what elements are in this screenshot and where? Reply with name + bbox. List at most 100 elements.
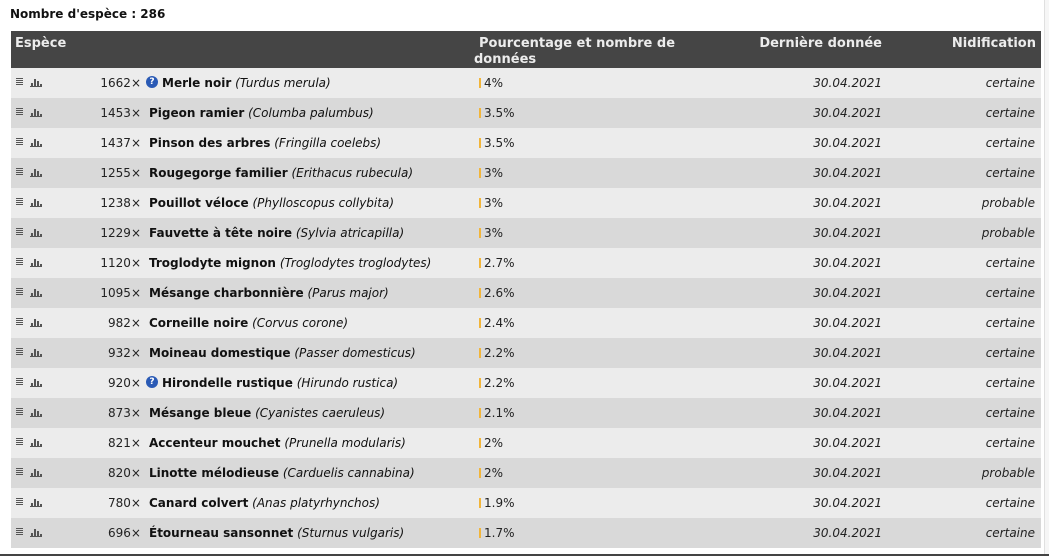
table-row[interactable]: 920×? Hirondelle rustique (Hirundo rustic… — [11, 368, 1041, 398]
record-count: 780× — [108, 496, 141, 510]
percentage-value: 3.5% — [484, 106, 515, 120]
species-scientific-name: (Sylvia atricapilla) — [295, 226, 405, 240]
percentage-value: 2.7% — [484, 256, 515, 270]
list-icon[interactable] — [16, 138, 23, 146]
list-icon[interactable] — [16, 438, 23, 446]
column-header-last-record[interactable]: Dernière donnée — [759, 36, 882, 51]
table-row[interactable]: 1255× Rougegorge familier (Erithacus rube… — [11, 158, 1041, 188]
last-record-date: 30.04.2021 — [813, 376, 882, 390]
table-row[interactable]: 780× Canard colvert (Anas platyrhynchos) 1… — [11, 488, 1041, 518]
percentage-bar — [479, 468, 481, 478]
bar-chart-icon[interactable] — [30, 167, 42, 177]
scrollbar-edge[interactable] — [1044, 0, 1049, 556]
table-row[interactable]: 696× Étourneau sansonnet (Sturnus vulgari… — [11, 518, 1041, 548]
list-icon[interactable] — [16, 198, 23, 206]
nesting-status: certaine — [985, 346, 1035, 360]
species-scientific-name: (Columba palumbus) — [248, 106, 374, 120]
record-count: 920× — [108, 376, 141, 390]
question-icon[interactable]: ? — [146, 376, 158, 388]
list-icon[interactable] — [16, 408, 23, 416]
species-name[interactable]: Hirondelle rustique (Hirundo rustica) — [162, 376, 398, 390]
table-row[interactable]: 821× Accenteur mouchet (Prunella modulari… — [11, 428, 1041, 458]
species-scientific-name: (Anas platyrhynchos) — [252, 496, 380, 510]
species-name[interactable]: Pinson des arbres (Fringilla coelebs) — [149, 136, 381, 150]
species-common-name: Moineau domestique — [149, 346, 291, 360]
species-name[interactable]: Mésange bleue (Cyanistes caeruleus) — [149, 406, 385, 420]
list-icon[interactable] — [16, 468, 23, 476]
percentage-value: 3% — [484, 226, 504, 240]
bar-chart-icon[interactable] — [30, 197, 42, 207]
table-row[interactable]: 932× Moineau domestique (Passer domesticu… — [11, 338, 1041, 368]
percentage-bar — [479, 108, 481, 118]
species-name[interactable]: Rougegorge familier (Erithacus rubecula) — [149, 166, 413, 180]
table-row[interactable]: 1437× Pinson des arbres (Fringilla coeleb… — [11, 128, 1041, 158]
bar-chart-icon[interactable] — [30, 137, 42, 147]
record-count: 696× — [108, 526, 141, 540]
species-common-name: Pouillot véloce — [149, 196, 249, 210]
list-icon[interactable] — [16, 498, 23, 506]
species-scientific-name: (Cyanistes caeruleus) — [255, 406, 386, 420]
list-icon[interactable] — [16, 318, 23, 326]
bar-chart-icon[interactable] — [30, 377, 42, 387]
percentage-bar — [479, 348, 481, 358]
species-name[interactable]: Étourneau sansonnet (Sturnus vulgaris) — [149, 526, 404, 540]
percentage-value: 2.2% — [484, 376, 515, 390]
table-row[interactable]: 1120× Troglodyte mignon (Troglodytes trog… — [11, 248, 1041, 278]
bar-chart-icon[interactable] — [30, 227, 42, 237]
last-record-date: 30.04.2021 — [813, 166, 882, 180]
list-icon[interactable] — [16, 78, 23, 86]
list-icon[interactable] — [16, 348, 23, 356]
bar-chart-icon[interactable] — [30, 287, 42, 297]
species-name[interactable]: Troglodyte mignon (Troglodytes troglodyt… — [149, 256, 431, 270]
bar-chart-icon[interactable] — [30, 317, 42, 327]
column-header-percentage-line2: données — [474, 52, 537, 67]
list-icon[interactable] — [16, 228, 23, 236]
bar-chart-icon[interactable] — [30, 467, 42, 477]
question-icon[interactable]: ? — [146, 76, 158, 88]
list-icon[interactable] — [16, 528, 23, 536]
table-row[interactable]: 873× Mésange bleue (Cyanistes caeruleus) 2… — [11, 398, 1041, 428]
species-name[interactable]: Pouillot véloce (Phylloscopus collybita) — [149, 196, 394, 210]
column-header-species[interactable]: Espèce — [15, 36, 67, 51]
percentage-value: 4% — [484, 76, 504, 90]
bar-chart-icon[interactable] — [30, 347, 42, 357]
record-count: 1229× — [100, 226, 141, 240]
species-name[interactable]: Merle noir (Turdus merula) — [162, 76, 331, 90]
record-count: 1120× — [100, 256, 141, 270]
bar-chart-icon[interactable] — [30, 527, 42, 537]
bar-chart-icon[interactable] — [30, 437, 42, 447]
species-name[interactable]: Fauvette à tête noire (Sylvia atricapill… — [149, 226, 404, 240]
species-name[interactable]: Pigeon ramier (Columba palumbus) — [149, 106, 374, 120]
species-name[interactable]: Corneille noire (Corvus corone) — [149, 316, 348, 330]
list-icon[interactable] — [16, 378, 23, 386]
record-count: 1662× — [100, 76, 141, 90]
table-row[interactable]: 1238× Pouillot véloce (Phylloscopus colly… — [11, 188, 1041, 218]
last-record-date: 30.04.2021 — [813, 346, 882, 360]
table-row[interactable]: 982× Corneille noire (Corvus corone) 2.4% 3… — [11, 308, 1041, 338]
list-icon[interactable] — [16, 108, 23, 116]
list-icon[interactable] — [16, 288, 23, 296]
table-row[interactable]: 1662×? Merle noir (Turdus merula) 4% 30.04.… — [11, 68, 1041, 98]
record-count: 873× — [108, 406, 141, 420]
species-name[interactable]: Linotte mélodieuse (Carduelis cannabina) — [149, 466, 415, 480]
list-icon[interactable] — [16, 168, 23, 176]
bar-chart-icon[interactable] — [30, 257, 42, 267]
last-record-date: 30.04.2021 — [813, 226, 882, 240]
table-row[interactable]: 1229× Fauvette à tête noire (Sylvia atric… — [11, 218, 1041, 248]
table-row[interactable]: 1095× Mésange charbonnière (Parus major) 2… — [11, 278, 1041, 308]
bar-chart-icon[interactable] — [30, 107, 42, 117]
species-scientific-name: (Hirundo rustica) — [296, 376, 399, 390]
column-header-nesting[interactable]: Nidification — [951, 36, 1036, 51]
species-name[interactable]: Canard colvert (Anas platyrhynchos) — [149, 496, 380, 510]
bar-chart-icon[interactable] — [30, 407, 42, 417]
table-row[interactable]: 1453× Pigeon ramier (Columba palumbus) 3.5… — [11, 98, 1041, 128]
list-icon[interactable] — [16, 258, 23, 266]
bar-chart-icon[interactable] — [30, 497, 42, 507]
table-row[interactable]: 820× Linotte mélodieuse (Carduelis cannab… — [11, 458, 1041, 488]
species-name[interactable]: Accenteur mouchet (Prunella modularis) — [149, 436, 406, 450]
column-header-percentage[interactable]: Pourcentage et nombre de données — [474, 36, 704, 68]
bar-chart-icon[interactable] — [30, 77, 42, 87]
species-name[interactable]: Mésange charbonnière (Parus major) — [149, 286, 389, 300]
species-name[interactable]: Moineau domestique (Passer domesticus) — [149, 346, 416, 360]
